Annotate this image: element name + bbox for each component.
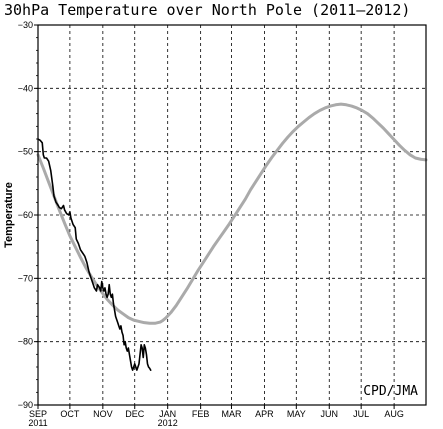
x-tick-label: MAY [287, 409, 306, 419]
x-year-label: 2011 [28, 418, 47, 428]
credit-label: CPD/JMA [363, 384, 418, 399]
x-tick-label: JUL [353, 409, 369, 419]
x-tick-label: JUN [321, 409, 339, 419]
plot-frame [37, 24, 427, 406]
y-tick-label: −70 [18, 273, 33, 283]
x-tick-label: DEC [125, 409, 145, 419]
grid [38, 25, 426, 405]
x-tick-label: AUG [384, 409, 404, 419]
y-tick-label: −30 [18, 20, 33, 30]
x-tick-label: APR [255, 409, 274, 419]
x-tick-label: OCT [60, 409, 80, 419]
x-tick-label: JAN [159, 409, 176, 419]
y-tick-label: −60 [18, 210, 33, 220]
series-lines [36, 102, 428, 371]
x-tick-label: FEB [192, 409, 210, 419]
y-tick-label: −50 [18, 147, 33, 157]
x-year-label: 2012 [158, 418, 178, 428]
y-axis-label: Temperature [3, 182, 15, 248]
x-tick-label: MAR [221, 409, 242, 419]
chart-title: 30hPa Temperature over North Pole (2011–… [4, 1, 410, 19]
climatology-line [36, 102, 428, 325]
y-tick-label: −90 [18, 400, 33, 410]
x-tick-label: SEP [29, 409, 47, 419]
y-tick-label: −40 [18, 83, 33, 93]
y-tick-label: −80 [18, 337, 33, 347]
x-tick-label: NOV [93, 409, 113, 419]
observed-line [37, 138, 152, 371]
